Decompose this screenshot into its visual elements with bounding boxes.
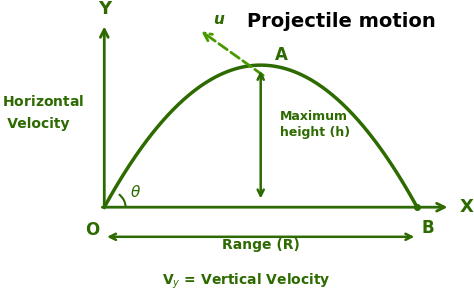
- Text: A: A: [275, 46, 288, 64]
- Text: θ: θ: [130, 185, 140, 200]
- Text: B: B: [422, 219, 435, 237]
- Text: X: X: [460, 198, 474, 216]
- Text: Projectile motion: Projectile motion: [247, 12, 436, 31]
- Text: V$_y$ = Vertical Velocity: V$_y$ = Vertical Velocity: [162, 271, 331, 291]
- Text: Range (R): Range (R): [222, 238, 300, 252]
- Text: V$_x$ = Horizontal
      Velocity: V$_x$ = Horizontal Velocity: [0, 94, 84, 131]
- Text: Maximum
height (h): Maximum height (h): [280, 110, 350, 139]
- Text: u: u: [213, 12, 223, 27]
- Text: Y: Y: [98, 0, 111, 18]
- Text: O: O: [85, 221, 100, 239]
